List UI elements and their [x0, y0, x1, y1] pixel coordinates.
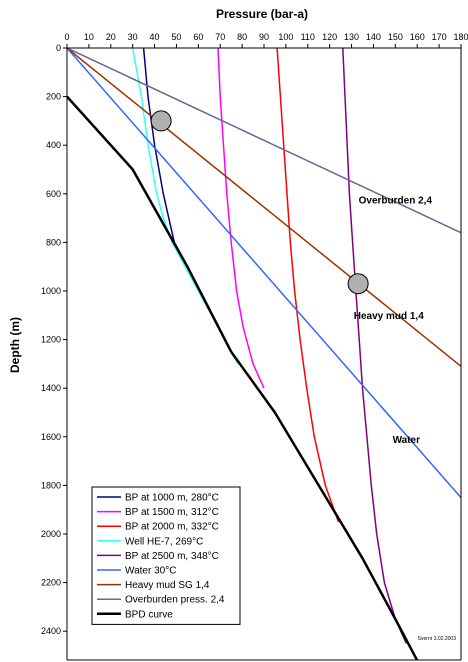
x-tick-label-8: 80: [237, 32, 247, 42]
marker-circle-1: [347, 273, 369, 295]
x-tick-label-10: 100: [278, 32, 293, 42]
legend-label-1: BP at 1500 m, 312°C: [125, 507, 219, 518]
annotation-0: Overburden 2,4: [359, 196, 433, 207]
x-tick-label-18: 180: [453, 32, 468, 42]
x-tick-label-1: 10: [84, 32, 94, 42]
legend-label-8: BPD curve: [125, 609, 173, 620]
x-tick-label-12: 120: [322, 32, 337, 42]
legend-label-4: BP at 2500 m, 348°C: [125, 551, 219, 562]
x-tick-label-13: 130: [344, 32, 359, 42]
legend-label-3: Well HE-7, 269°C: [125, 536, 203, 547]
y-tick-label-6: 1200: [41, 335, 61, 345]
y-tick-label-4: 800: [46, 237, 61, 247]
series-line-1: [217, 48, 265, 389]
legend-label-2: BP at 2000 m, 332°C: [125, 522, 219, 533]
series-line-7: [67, 48, 461, 234]
x-tick-label-15: 150: [388, 32, 403, 42]
x-axis: 0 10 20 30 40 50 60 70 80 90 100 110 120 130 140 150 160…: [64, 32, 468, 48]
x-tick-label-7: 70: [215, 32, 225, 42]
x-tick-label-3: 30: [128, 32, 138, 42]
y-tick-label-11: 2200: [41, 578, 61, 588]
x-tick-label-14: 140: [366, 32, 381, 42]
x-tick-label-6: 60: [193, 32, 203, 42]
y-tick-label-0: 0: [56, 43, 61, 53]
marker-circle-0: [150, 110, 172, 132]
legend-label-6: Heavy mud SG 1,4: [125, 580, 210, 591]
series-line-2: [276, 48, 340, 523]
x-tick-label-9: 90: [259, 32, 269, 42]
legend-label-7: Overburden press. 2,4: [125, 595, 225, 606]
y-tick-label-2: 400: [46, 140, 61, 150]
y-tick-label-12: 2400: [41, 626, 61, 636]
x-tick-label-4: 40: [150, 32, 160, 42]
series-line-6: [67, 48, 461, 367]
x-tick-label-16: 160: [410, 32, 425, 42]
series-layer: [67, 48, 461, 660]
legend: BP at 1000 m, 280°C BP at 1500 m, 312°C BP…: [91, 486, 241, 625]
y-tick-label-3: 600: [46, 189, 61, 199]
x-tick-label-11: 110: [301, 32, 315, 42]
x-axis-title: Pressure (bar-a): [216, 7, 308, 21]
y-tick-label-7: 1400: [41, 383, 61, 393]
y-tick-label-10: 2000: [41, 529, 61, 539]
annotation-1: Heavy mud 1,4: [354, 311, 424, 322]
annotation-layer: Overburden 2,4 Heavy mud 1,4 Water: [354, 196, 433, 446]
y-tick-label-1: 200: [46, 92, 61, 102]
marker-layer: [150, 110, 369, 295]
y-axis: 0 200 400 600 800 1000 1200 1400 1600 1800 2000 220…: [41, 43, 67, 636]
legend-label-5: Water 30°C: [125, 566, 176, 577]
y-tick-label-9: 1800: [41, 480, 61, 490]
credit-text: Sverrir 3.02.2003: [418, 636, 457, 642]
x-tick-label-5: 50: [171, 32, 181, 42]
x-tick-label-0: 0: [64, 32, 69, 42]
y-axis-title: Depth (m): [8, 317, 22, 373]
x-tick-label-17: 170: [432, 32, 447, 42]
legend-label-0: BP at 1000 m, 280°C: [125, 493, 219, 504]
series-line-8: [67, 95, 419, 660]
x-tick-label-2: 20: [106, 32, 116, 42]
y-tick-label-8: 1600: [41, 432, 61, 442]
y-tick-label-5: 1000: [41, 286, 61, 296]
series-line-5: [67, 48, 461, 499]
series-line-4: [342, 48, 407, 644]
annotation-2: Water: [393, 435, 421, 446]
